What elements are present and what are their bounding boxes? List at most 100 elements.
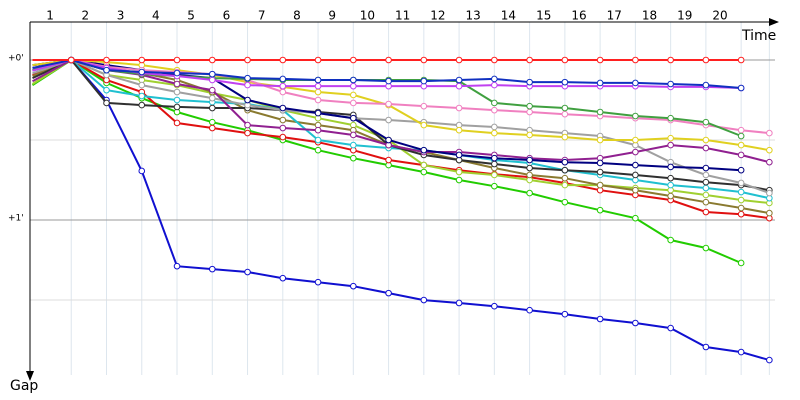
- point: [632, 171, 639, 179]
- point: [314, 56, 322, 64]
- point: [561, 104, 569, 112]
- point: [420, 146, 428, 154]
- point: [279, 75, 287, 83]
- point: [766, 209, 773, 217]
- point: [244, 268, 251, 276]
- point: [526, 156, 533, 164]
- point: [667, 236, 674, 244]
- point: [138, 167, 146, 175]
- point: [350, 131, 357, 139]
- point: [667, 174, 674, 182]
- point: [244, 56, 251, 64]
- point: [561, 78, 569, 86]
- point: [667, 114, 674, 122]
- point: [596, 136, 604, 144]
- point: [737, 259, 745, 267]
- point: [632, 319, 639, 327]
- x-tick-label: 8: [293, 9, 301, 23]
- point: [491, 171, 498, 179]
- point: [420, 121, 428, 129]
- point: [667, 324, 674, 332]
- point: [766, 356, 773, 364]
- point: [455, 76, 463, 84]
- x-tick-label: 12: [430, 9, 445, 23]
- point: [766, 158, 773, 166]
- point: [138, 56, 146, 64]
- point: [138, 68, 146, 76]
- point: [385, 56, 392, 64]
- x-tick-label: 18: [642, 9, 657, 23]
- point: [208, 104, 216, 112]
- point: [279, 116, 287, 124]
- point: [491, 182, 498, 190]
- point: [766, 146, 773, 154]
- point: [491, 99, 498, 107]
- point: [596, 56, 604, 64]
- y-tick-label: +0': [8, 54, 24, 64]
- point: [702, 198, 710, 206]
- point: [702, 244, 710, 252]
- point: [632, 79, 639, 87]
- point: [279, 104, 287, 112]
- point: [314, 109, 322, 117]
- point: [420, 56, 428, 64]
- point: [596, 159, 604, 167]
- point: [208, 70, 216, 78]
- x-tick-label: 14: [501, 9, 516, 23]
- point: [737, 196, 745, 204]
- point: [173, 103, 181, 111]
- point: [385, 116, 392, 124]
- point: [314, 136, 322, 144]
- x-tick-label: 15: [536, 9, 551, 23]
- point: [279, 82, 287, 90]
- point: [561, 56, 569, 64]
- point: [455, 299, 463, 307]
- point: [526, 189, 533, 197]
- series-line: [32, 58, 770, 164]
- point: [632, 148, 639, 156]
- point: [173, 80, 181, 88]
- point: [766, 129, 773, 137]
- series-line: [32, 58, 770, 362]
- point: [561, 166, 569, 174]
- point: [632, 136, 639, 144]
- point: [138, 101, 146, 109]
- point: [632, 214, 639, 222]
- point: [737, 132, 745, 140]
- point: [491, 302, 498, 310]
- x-tick-label: 6: [223, 9, 231, 23]
- point: [561, 310, 569, 318]
- point: [737, 210, 745, 218]
- point: [737, 188, 745, 196]
- point: [667, 141, 674, 149]
- point: [491, 129, 498, 137]
- point: [491, 160, 498, 168]
- point: [455, 126, 463, 134]
- point: [350, 99, 357, 107]
- point: [173, 262, 181, 270]
- point: [208, 76, 216, 84]
- point: [244, 121, 251, 129]
- point: [279, 124, 287, 132]
- x-tick-label: 2: [82, 9, 90, 23]
- point: [667, 56, 674, 64]
- point: [455, 104, 463, 112]
- point: [279, 133, 287, 141]
- point: [702, 184, 710, 192]
- x-tick-label: 16: [571, 9, 586, 23]
- point: [208, 265, 216, 273]
- point: [596, 108, 604, 116]
- point: [103, 66, 110, 74]
- point: [737, 179, 745, 187]
- point: [103, 99, 110, 107]
- point: [702, 118, 710, 126]
- point: [667, 192, 674, 200]
- point: [561, 133, 569, 141]
- point: [561, 198, 569, 206]
- x-tick-label: 1: [46, 9, 54, 23]
- point: [244, 74, 251, 82]
- point: [350, 282, 357, 290]
- point: [455, 151, 463, 159]
- point: [173, 119, 181, 127]
- point: [208, 94, 216, 102]
